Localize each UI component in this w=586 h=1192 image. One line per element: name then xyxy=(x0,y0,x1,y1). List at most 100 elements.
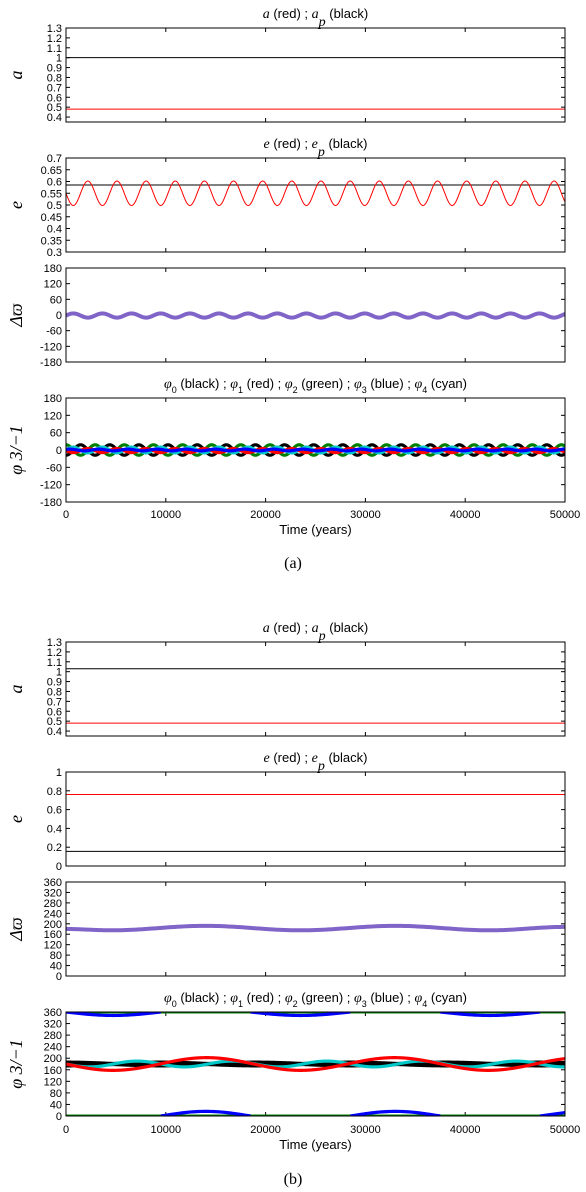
panel-phi-a: φ0 (black) ; φ1 (red) ; φ2 (green) ; φ3 … xyxy=(6,376,566,509)
series-line xyxy=(66,923,565,933)
panel-e-b: e (red) ; ep (black) e 0 0.2 0.4 0.6 0.8 1 xyxy=(6,750,566,873)
y-tick-label: 40 xyxy=(50,1099,62,1111)
y-tick-label: 0.2 xyxy=(47,842,62,854)
x-tick-label: 20000 xyxy=(250,1124,281,1136)
y-tick-label: 0.5 xyxy=(47,716,62,728)
y-tick-label: 0 xyxy=(56,310,62,322)
y-tick-label: 1 xyxy=(56,767,62,779)
plot-frame xyxy=(65,771,566,867)
plot-frame xyxy=(65,267,566,363)
y-tick-label: 0 xyxy=(56,861,62,873)
series-line xyxy=(350,1109,441,1116)
plot-frame xyxy=(65,1011,566,1117)
y-tick-label: 0 xyxy=(56,445,62,457)
series-group xyxy=(66,794,565,852)
plot-frame xyxy=(65,397,566,503)
panel-title: e (red) ; ep (black) xyxy=(264,750,368,774)
y-tick-label: 0.3 xyxy=(47,247,62,259)
series-group xyxy=(66,180,565,206)
panel-a-b: a (red) ; ap (black)a0.40.50.60.70.80.91… xyxy=(6,620,566,738)
y-tick-label: 200 xyxy=(44,919,62,931)
x-tick-label: 20000 xyxy=(250,509,281,521)
series-group xyxy=(66,1012,565,1116)
panel-title: φ0 (black) ; φ1 (red) ; φ2 (green) ; φ3 … xyxy=(164,990,467,1009)
y-tick-label: 1.3 xyxy=(47,23,62,35)
y-axis-label: a xyxy=(6,71,26,80)
y-tick-label: 0.7 xyxy=(47,696,62,708)
y-tick-label: 200 xyxy=(44,1053,62,1065)
series-line xyxy=(66,1012,161,1018)
y-tick-label: 0.8 xyxy=(47,72,62,84)
y-tick-label: 1.1 xyxy=(47,43,62,55)
y-axis-label: Δϖ xyxy=(6,917,26,942)
panel-title: e (red) ; ep (black) xyxy=(264,136,368,160)
y-tick-label: -60 xyxy=(46,326,62,338)
y-tick-label: 0.9 xyxy=(47,677,62,689)
y-tick-label: 240 xyxy=(44,1042,62,1054)
y-tick-label: 1 xyxy=(56,667,62,679)
plot-frame xyxy=(65,641,566,737)
panel-title: φ0 (black) ; φ1 (red) ; φ2 (green) ; φ3 … xyxy=(164,376,467,395)
y-tick-label: 0.35 xyxy=(41,235,62,247)
y-tick-label: 1 xyxy=(56,53,62,65)
series-line xyxy=(66,180,565,206)
plot-frame xyxy=(65,881,566,977)
series-line xyxy=(539,1110,565,1116)
y-tick-label: 160 xyxy=(44,929,62,941)
y-tick-label: 0.8 xyxy=(47,786,62,798)
panel-varpi-a: Δϖ -180 -120 -60 0 60 120 180 xyxy=(6,263,566,369)
y-axis-label: a xyxy=(6,685,26,694)
y-axis-label: e xyxy=(6,201,26,209)
figure-b-axis: 0 10000 20000 30000 40000 50000 Time (years) (b… xyxy=(63,1124,580,1188)
figure-caption: (b) xyxy=(284,1171,303,1188)
y-tick-label: 280 xyxy=(44,1030,62,1042)
y-tick-label: 1.1 xyxy=(47,657,62,669)
y-axis-label: φ 3/−1 xyxy=(6,1039,26,1089)
y-axis-label: φ 3/−1 xyxy=(6,425,26,475)
y-tick-label: 120 xyxy=(44,1076,62,1088)
y-tick-label: 1.2 xyxy=(47,647,62,659)
series-line xyxy=(160,1109,251,1116)
y-tick-label: 60 xyxy=(50,294,62,306)
y-tick-label: 80 xyxy=(50,950,62,962)
y-tick-label: 180 xyxy=(44,393,62,405)
y-axis-label: e xyxy=(6,815,26,823)
y-axis-label: Δϖ xyxy=(6,303,26,328)
y-tick-label: 0.8 xyxy=(47,686,62,698)
y-tick-label: 320 xyxy=(44,1019,62,1031)
y-tick-label: -180 xyxy=(40,497,62,509)
y-tick-label: 0.6 xyxy=(47,92,62,104)
plot-frame xyxy=(65,27,566,123)
y-tick-label: -120 xyxy=(40,341,62,353)
y-tick-label: 160 xyxy=(44,1065,62,1077)
y-tick-label: 60 xyxy=(50,428,62,440)
y-tick-label: 0.5 xyxy=(47,200,62,212)
y-tick-label: 0.5 xyxy=(47,102,62,114)
panel-phi-b: φ0 (black) ; φ1 (red) ; φ2 (green) ; φ3 … xyxy=(6,990,566,1123)
y-tick-label: 0.6 xyxy=(47,706,62,718)
y-tick-label: 40 xyxy=(50,961,62,973)
series-group xyxy=(66,668,565,724)
series-group xyxy=(66,923,565,933)
y-tick-label: 0.6 xyxy=(47,805,62,817)
y-tick-label: 0.45 xyxy=(41,212,62,224)
panel-title: a (red) ; ap (black) xyxy=(263,620,369,644)
x-tick-label: 0 xyxy=(63,1124,69,1136)
x-tick-label: 40000 xyxy=(450,509,481,521)
y-tick-label: 0 xyxy=(56,1111,62,1123)
y-tick-label: 0.65 xyxy=(41,165,62,177)
panel-e-a: e (red) ; ep (black)e0.30.350.40.450.50.… xyxy=(6,136,566,259)
y-tick-label: 0.4 xyxy=(47,224,62,236)
x-tick-label: 10000 xyxy=(151,509,182,521)
y-tick-label: 0.6 xyxy=(47,177,62,189)
x-tick-label: 30000 xyxy=(350,509,381,521)
y-tick-label: 0.7 xyxy=(47,153,62,165)
y-tick-label: 0.4 xyxy=(47,726,62,738)
y-tick-label: 180 xyxy=(44,263,62,275)
x-tick-label: 0 xyxy=(63,509,69,521)
x-tick-label: 10000 xyxy=(151,1124,182,1136)
x-tick-label: 50000 xyxy=(550,1124,581,1136)
x-axis-label: Time (years) xyxy=(279,522,351,537)
y-tick-label: 0.55 xyxy=(41,188,62,200)
